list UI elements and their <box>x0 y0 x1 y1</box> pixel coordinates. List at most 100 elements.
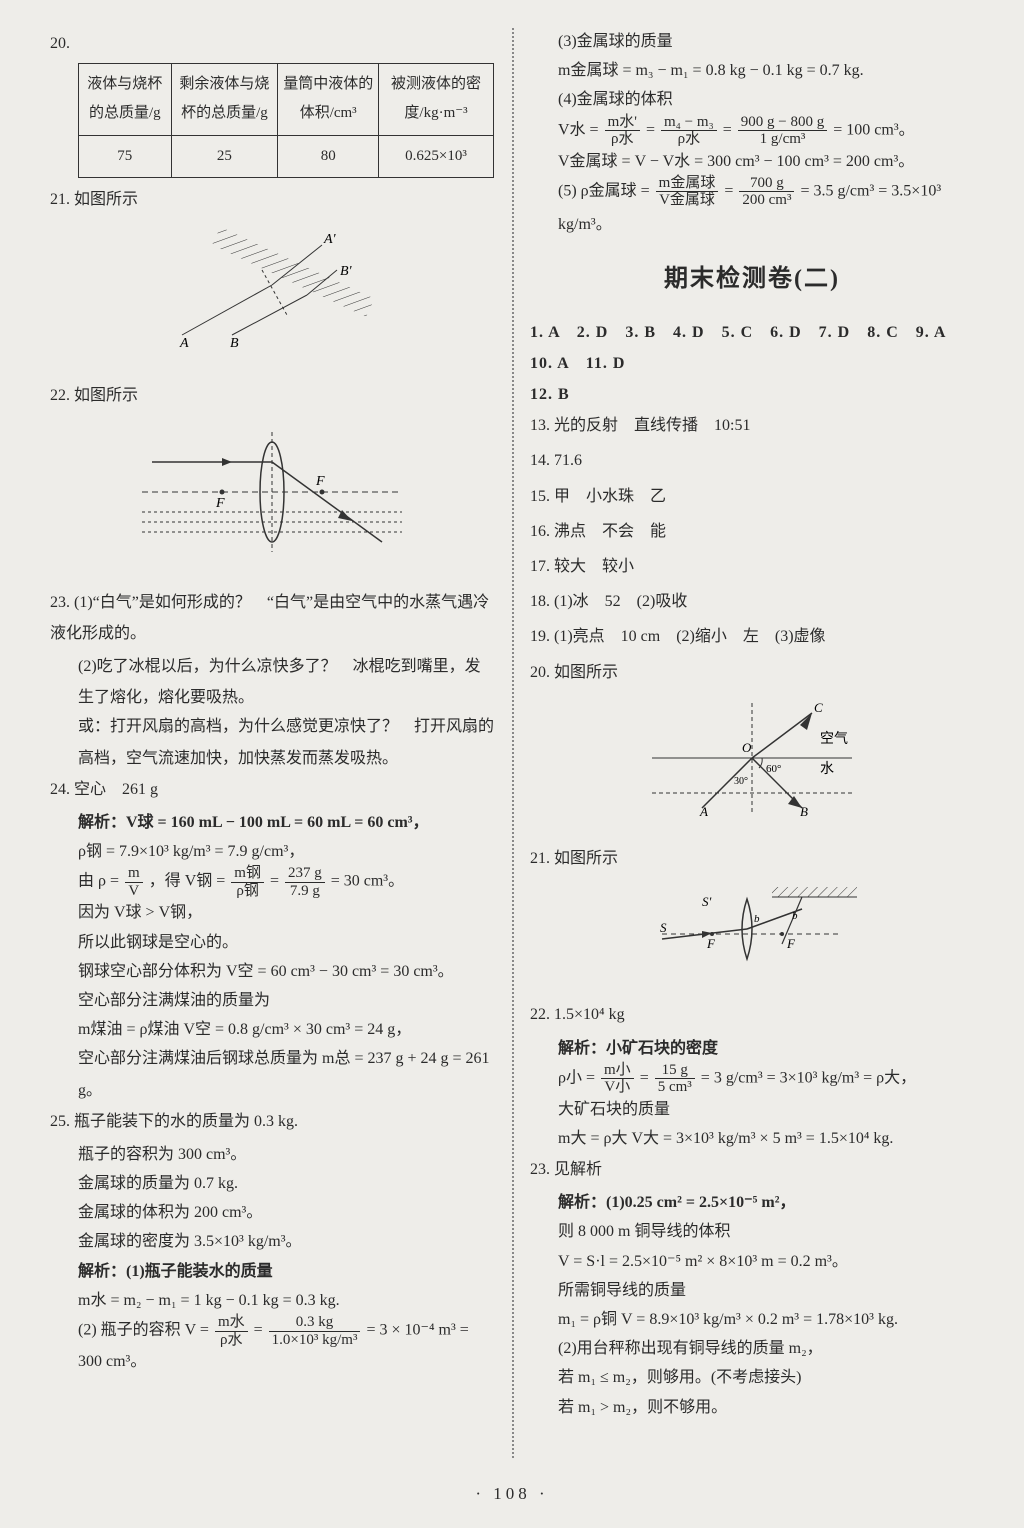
fraction: m水'ρ水 <box>605 114 640 148</box>
fraction: m水ρ水 <box>215 1314 248 1348</box>
num: m水 <box>215 1314 248 1332</box>
q24-l4: 因为 V球 > V钢， <box>50 897 494 928</box>
q24-l3: 由 ρ = mV ，得 V钢 = m钢ρ钢 = 237 g7.9 g = 30 … <box>50 865 494 899</box>
svg-text:S: S <box>660 920 667 935</box>
a15: 15. 甲 小水珠 乙 <box>530 481 974 512</box>
svg-text:A: A <box>699 804 708 818</box>
svg-text:空气: 空气 <box>820 731 848 747</box>
th: 量筒中液体的体积/cm³ <box>278 64 379 136</box>
svg-text:B: B <box>230 336 239 351</box>
a22a: 22. 1.5×10⁴ kg <box>530 999 974 1030</box>
a16: 16. 沸点 不会 能 <box>530 516 974 547</box>
num: m钢 <box>231 865 264 883</box>
den: V金属球 <box>656 192 719 209</box>
a23a: 23. 见解析 <box>530 1154 974 1185</box>
svg-text:F: F <box>706 936 716 951</box>
left-column: 20. 液体与烧杯的总质量/g 剩余液体与烧杯的总质量/g 量筒中液体的体积/c… <box>50 28 512 1423</box>
a23c: 则 8 000 m 铜导线的体积 <box>530 1216 974 1247</box>
q21-diagram: A B A' B' <box>50 225 494 366</box>
q24-l6: 钢球空心部分体积为 V空 = 60 cm³ − 30 cm³ = 30 cm³。 <box>50 956 494 987</box>
a23h: 若 m₁ ≤ m₂，则够用。(不考虑接头) <box>530 1362 974 1393</box>
a21: 21. 如图所示 <box>530 843 974 874</box>
num: m水' <box>605 114 640 132</box>
section-title: 期末检测卷(二) <box>530 256 974 303</box>
a14: 14. 71.6 <box>530 445 974 476</box>
q25-5: 金属球的密度为 3.5×10³ kg/m³。 <box>50 1226 494 1257</box>
fraction: m钢ρ钢 <box>231 865 264 899</box>
r-q4-calc: V水 = m水'ρ水 = m₄ − m₃ρ水 = 900 g − 800 g1 … <box>530 114 974 148</box>
a23i: 若 m₁ > m₂，则不够用。 <box>530 1392 974 1423</box>
text: = <box>724 182 737 199</box>
svg-text:b: b <box>792 910 798 922</box>
answers-1-11: 1. A 2. D 3. B 4. D 5. C 6. D 7. D 8. C … <box>530 317 974 379</box>
right-column: (3)金属球的质量 m金属球 = m₃ − m₁ = 0.8 kg − 0.1 … <box>512 28 974 1423</box>
text: ，得 V钢 = <box>149 873 230 890</box>
num: m小 <box>601 1062 634 1080</box>
th: 液体与烧杯的总质量/g <box>79 64 172 136</box>
a21-diagram: S S' F F b b <box>530 884 974 985</box>
num: m金属球 <box>656 175 719 193</box>
fraction: 700 g200 cm³ <box>739 175 794 209</box>
a13: 13. 光的反射 直线传播 10:51 <box>530 410 974 441</box>
text: = <box>254 1322 267 1339</box>
fraction: 900 g − 800 g1 g/cm³ <box>738 114 827 148</box>
q22-diagram: F F <box>50 422 494 573</box>
a20-diagram: A B C O 空气 水 60° 30° <box>530 698 974 829</box>
q22: 22. 如图所示 <box>50 380 494 411</box>
den: 7.9 g <box>285 883 325 900</box>
fraction: m₄ − m₃ρ水 <box>661 114 717 148</box>
text: = 3 g/cm³ = 3×10³ kg/m³ = ρ大， <box>701 1069 916 1086</box>
q25-9: 300 cm³。 <box>50 1346 494 1377</box>
answers-12: 12. B <box>530 379 974 410</box>
den: 1.0×10³ kg/m³ <box>269 1332 361 1349</box>
r-q3b: m金属球 = m₃ − m₁ = 0.8 kg − 0.1 kg = 0.7 k… <box>530 55 974 86</box>
text: = <box>640 1069 653 1086</box>
svg-text:S': S' <box>702 894 712 909</box>
q25-7: m水 = m₂ − m₁ = 1 kg − 0.1 kg = 0.3 kg. <box>50 1285 494 1316</box>
q23-2: (2)吃了冰棍以后，为什么凉快多了？ 冰棍吃到嘴里，发生了熔化，熔化要吸热。 <box>50 651 494 713</box>
text: V水 = <box>558 121 603 138</box>
r-q3: (3)金属球的质量 <box>530 26 974 57</box>
text: = 30 cm³。 <box>331 873 404 890</box>
a17: 17. 较大 较小 <box>530 551 974 582</box>
a23d: V = S·l = 2.5×10⁻⁵ m² × 8×10³ m = 0.2 m³… <box>530 1246 974 1277</box>
a23f: m₁ = ρ铜 V = 8.9×10³ kg/m³ × 0.2 m³ = 1.7… <box>530 1304 974 1335</box>
svg-text:F: F <box>215 496 225 511</box>
page-number: · 108 · <box>0 1477 1024 1510</box>
svg-text:O: O <box>742 740 752 755</box>
th: 剩余液体与烧杯的总质量/g <box>171 64 278 136</box>
a19: 19. (1)亮点 10 cm (2)缩小 左 (3)虚像 <box>530 621 974 652</box>
td: 25 <box>171 135 278 177</box>
den: ρ钢 <box>231 883 264 900</box>
a22b: 解析：小矿石块的密度 <box>530 1033 974 1064</box>
a22e: m大 = ρ大 V大 = 3×10³ kg/m³ × 5 m³ = 1.5×10… <box>530 1123 974 1154</box>
a22d: 大矿石块的质量 <box>530 1094 974 1125</box>
svg-text:F: F <box>786 936 796 951</box>
fraction: m小V小 <box>601 1062 634 1096</box>
svg-text:60°: 60° <box>766 763 781 775</box>
svg-text:F: F <box>315 474 325 489</box>
q24-head: 24. 空心 261 g <box>50 774 494 805</box>
q24-l7: 空心部分注满煤油的质量为 <box>50 985 494 1016</box>
text: 解析：(1)0.25 cm² = 2.5×10⁻⁵ m²， <box>558 1194 796 1211</box>
svg-text:B: B <box>800 804 808 818</box>
q24-l9: 空心部分注满煤油后钢球总质量为 m总 = 237 g + 24 g = 261 … <box>50 1043 494 1105</box>
a23g: (2)用台秤称出现有铜导线的质量 m₂， <box>530 1333 974 1364</box>
q25-6: 解析：(1)瓶子能装水的质量 <box>50 1256 494 1287</box>
q23-3: 或：打开风扇的高档，为什么感觉更凉快了？ 打开风扇的高档，空气流速加快，加快蒸发… <box>50 711 494 773</box>
text: = 3 × 10⁻⁴ m³ = <box>366 1322 468 1339</box>
a23b: 解析：(1)0.25 cm² = 2.5×10⁻⁵ m²， <box>530 1187 974 1218</box>
svg-text:水: 水 <box>820 761 834 777</box>
q25-2: 瓶子的容积为 300 cm³。 <box>50 1139 494 1170</box>
fraction: m金属球V金属球 <box>656 175 719 209</box>
den: ρ水 <box>215 1332 248 1349</box>
r-q4e: V金属球 = V − V水 = 300 cm³ − 100 cm³ = 200 … <box>530 146 974 177</box>
num: 15 g <box>655 1062 695 1080</box>
a18: 18. (1)冰 52 (2)吸收 <box>530 586 974 617</box>
a22c: ρ小 = m小V小 = 15 g5 cm³ = 3 g/cm³ = 3×10³ … <box>530 1062 974 1096</box>
q23-1: 23. (1)“白气”是如何形成的？ “白气”是由空气中的水蒸气遇冷液化形成的。 <box>50 587 494 649</box>
text: ρ小 = <box>558 1069 599 1086</box>
column-divider <box>512 28 514 1458</box>
num: m₄ − m₃ <box>661 114 717 132</box>
svg-text:B': B' <box>340 264 353 279</box>
